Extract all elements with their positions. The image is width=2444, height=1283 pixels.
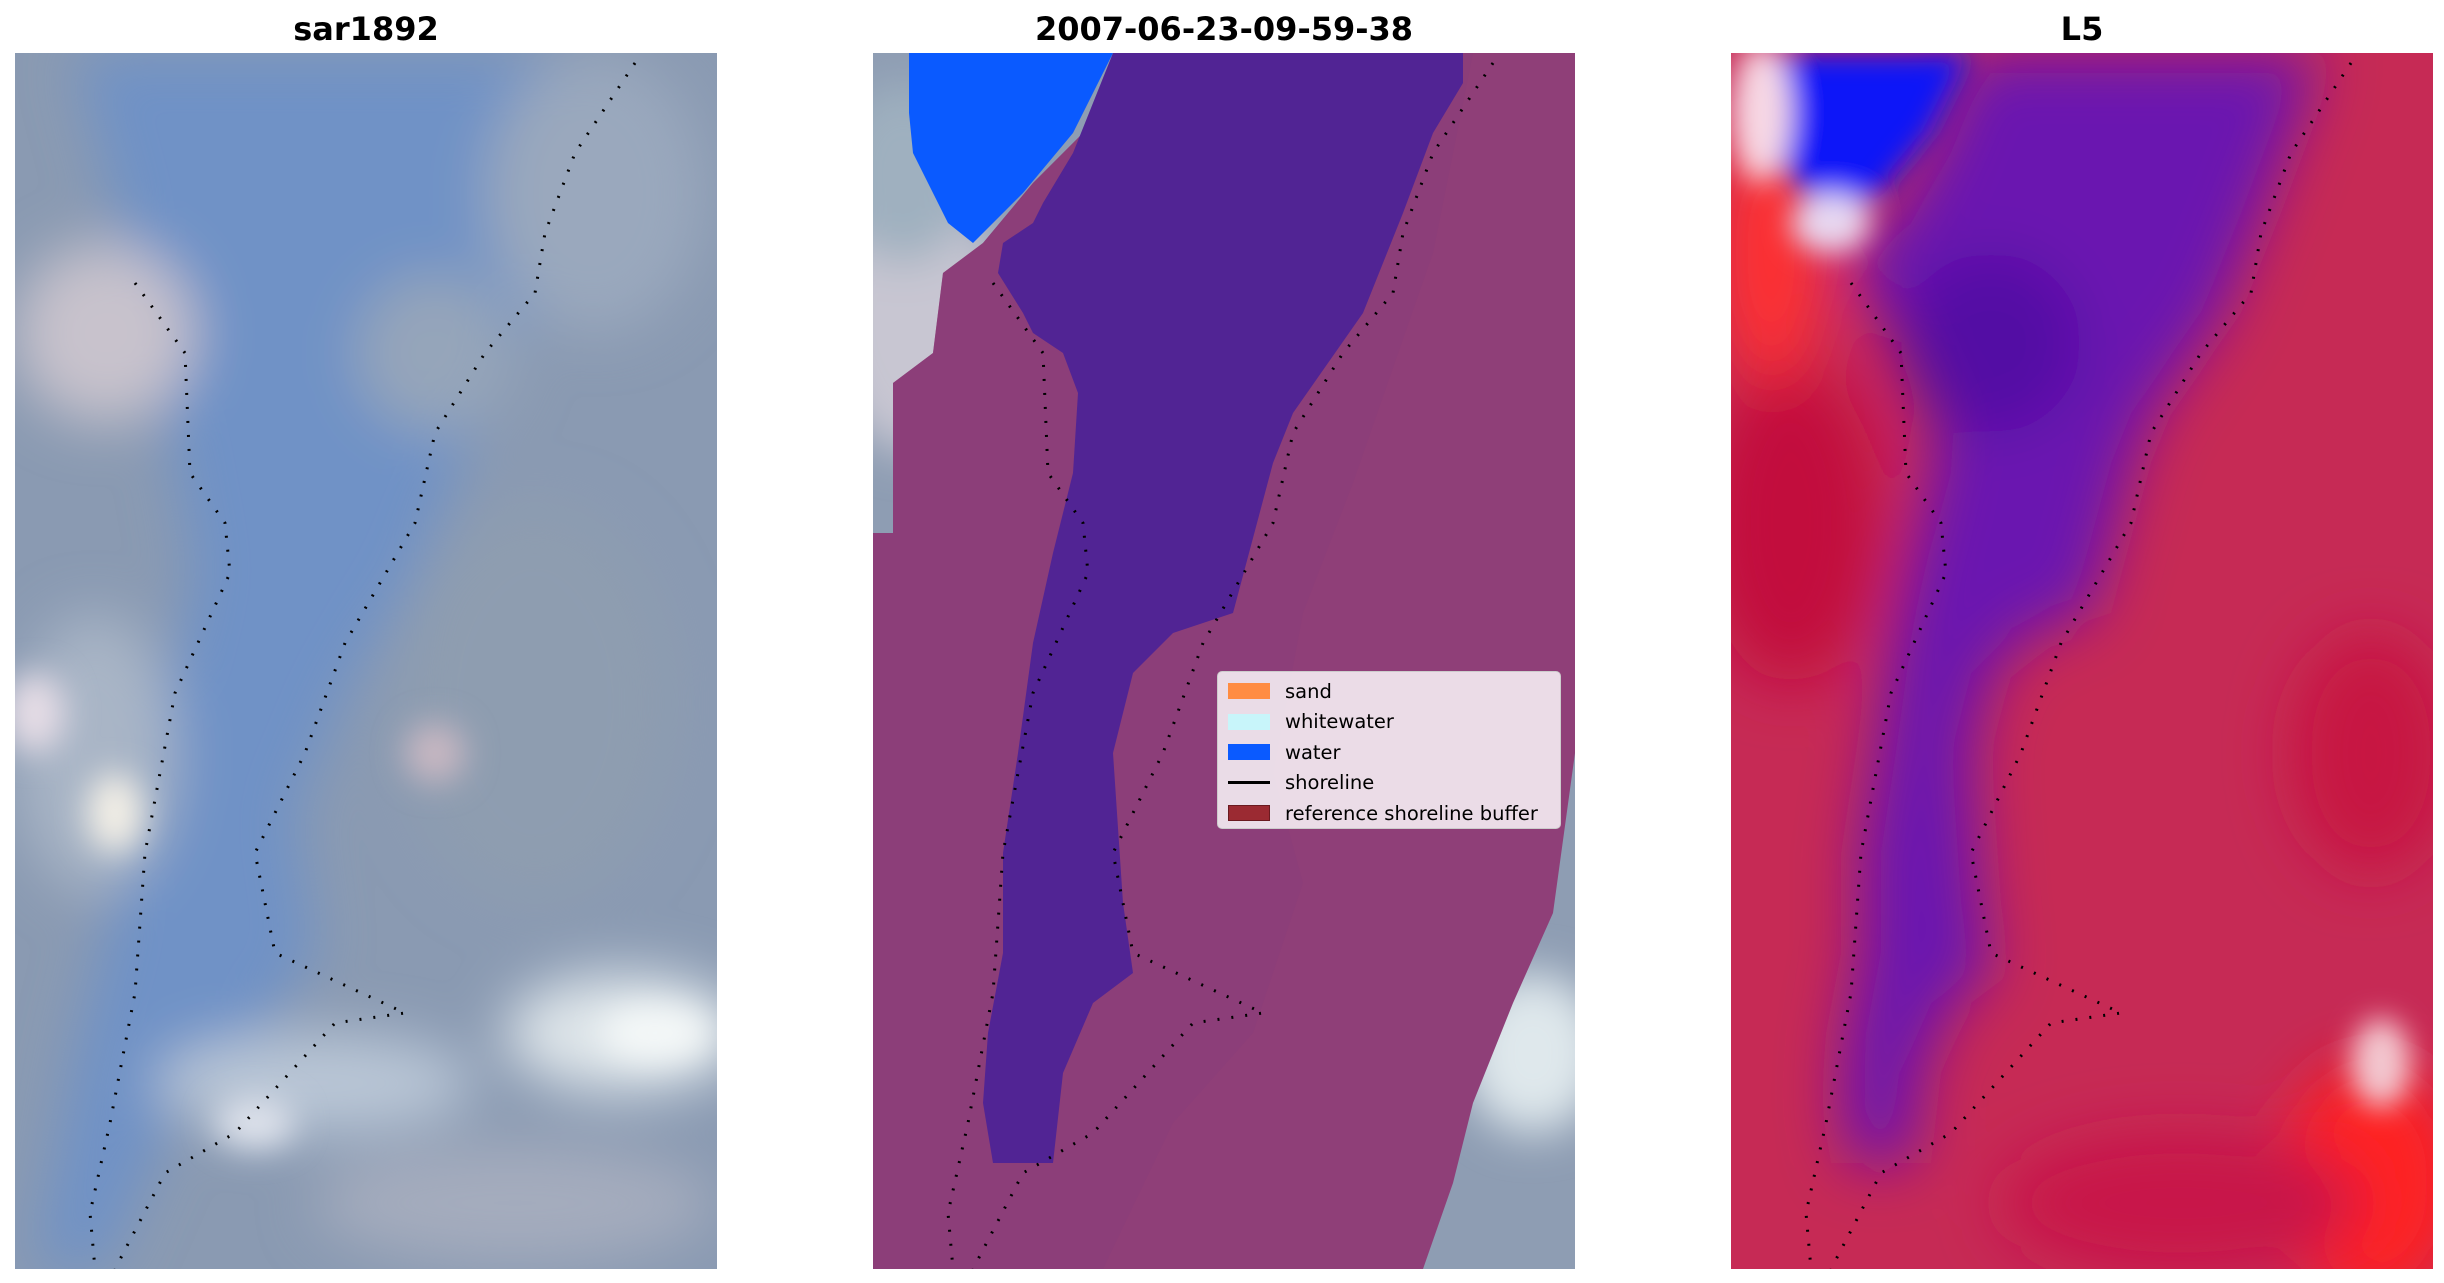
legend-item-sand: sand	[1228, 676, 1550, 707]
classified-image	[873, 53, 1575, 1269]
shoreline-line-swatch	[1228, 781, 1270, 785]
rgb-satellite-image	[15, 53, 717, 1269]
water-swatch	[1228, 744, 1270, 761]
panel-title: sar1892	[293, 10, 439, 48]
legend-label: whitewater	[1285, 710, 1394, 734]
legend-label: shoreline	[1285, 771, 1375, 795]
map-legend: sand whitewater water shoreline referenc…	[1217, 671, 1561, 829]
panel-title: L5	[2060, 10, 2104, 48]
whitewater-swatch	[1228, 713, 1270, 730]
legend-item-whitewater: whitewater	[1228, 707, 1550, 738]
legend-label: reference shoreline buffer	[1285, 801, 1538, 825]
sand-swatch	[1228, 683, 1270, 700]
legend-item-reference-shoreline-buffer: reference shoreline buffer	[1228, 798, 1550, 829]
legend-label: sand	[1285, 679, 1332, 703]
legend-item-water: water	[1228, 737, 1550, 768]
buffer-swatch	[1228, 805, 1270, 822]
legend-item-shoreline: shoreline	[1228, 768, 1550, 799]
panel-title: 2007-06-23-09-59-38	[1034, 10, 1414, 48]
legend-label: water	[1285, 740, 1341, 764]
index-image	[1731, 53, 2433, 1269]
